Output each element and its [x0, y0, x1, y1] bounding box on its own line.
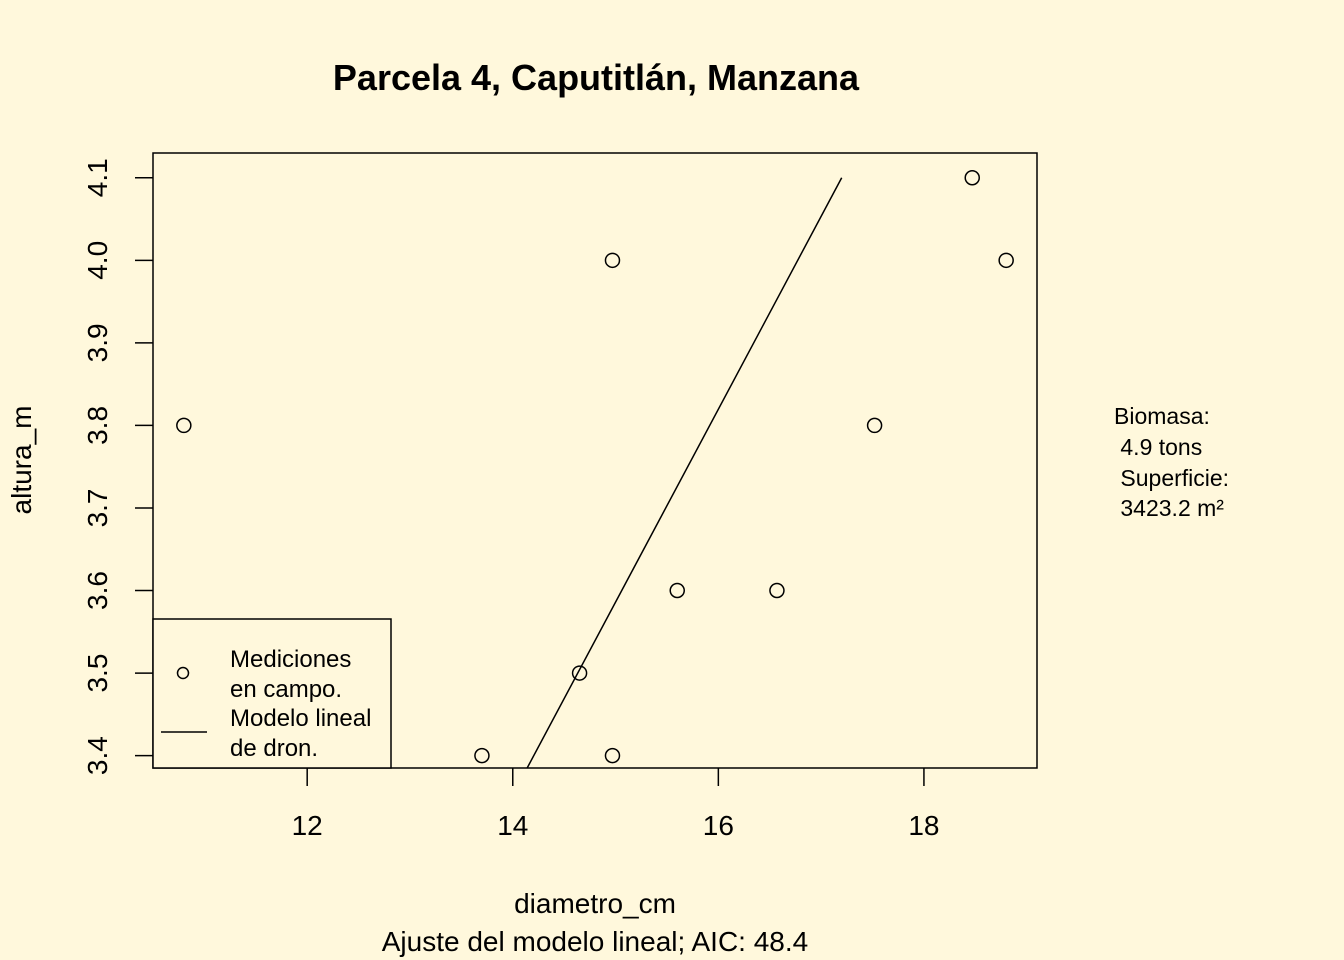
y-tick-label: 3.5	[82, 654, 113, 693]
side-note-line: 4.9 tons	[1114, 434, 1202, 460]
fit-line	[526, 177, 843, 769]
x-tick-label: 12	[292, 810, 323, 841]
side-note-line: Biomasa:	[1114, 403, 1210, 429]
data-point	[866, 417, 883, 434]
legend-entry: en campo.	[230, 676, 342, 703]
data-marks	[176, 170, 1014, 769]
y-tick-label: 3.7	[82, 488, 113, 527]
legend-entry: Modelo lineal	[230, 705, 371, 732]
legend-entry: de dron.	[230, 735, 318, 762]
y-tick-label: 3.6	[82, 571, 113, 610]
y-tick-label: 4.0	[82, 241, 113, 280]
data-point	[769, 582, 785, 599]
data-point	[604, 252, 621, 269]
side-note-line: Superficie:	[1114, 465, 1229, 491]
legend: Mediciones en campo. Modelo lineal de dr…	[152, 618, 392, 769]
data-point	[669, 582, 685, 599]
x-tick-label: 18	[908, 810, 939, 841]
y-tick-label: 3.8	[82, 406, 113, 445]
x-tick-label: 16	[703, 810, 734, 841]
y-axis: 3.4 3.5 3.6 3.7 3.8 3.9 4.0 4.1	[82, 158, 153, 775]
x-tick-label: 14	[497, 810, 528, 841]
x-axis: 12 14 16 18	[292, 768, 940, 841]
y-tick-label: 3.4	[82, 736, 113, 775]
data-point	[571, 665, 588, 681]
y-tick-label: 3.9	[82, 323, 113, 362]
plot-frame	[152, 152, 1038, 769]
data-point	[998, 252, 1014, 269]
y-axis-label: altura_m	[6, 406, 37, 515]
side-note: Biomasa: 4.9 tons Superficie: 3423.2 m²	[1114, 403, 1229, 521]
chart-title: Parcela 4, Caputitlán, Manzana	[333, 57, 860, 98]
legend-entry: Mediciones	[230, 646, 351, 673]
data-point	[964, 170, 980, 186]
y-tick-label: 4.1	[82, 158, 113, 197]
legend-circle-symbol	[176, 666, 190, 680]
data-point	[176, 417, 192, 434]
data-point	[604, 747, 621, 764]
x-axis-label: diametro_cm	[514, 888, 676, 919]
chart-subtitle: Ajuste del modelo lineal; AIC: 48.4	[382, 926, 808, 957]
legend-box	[152, 618, 392, 769]
data-point	[474, 747, 490, 764]
side-note-line: 3423.2 m²	[1114, 495, 1224, 521]
